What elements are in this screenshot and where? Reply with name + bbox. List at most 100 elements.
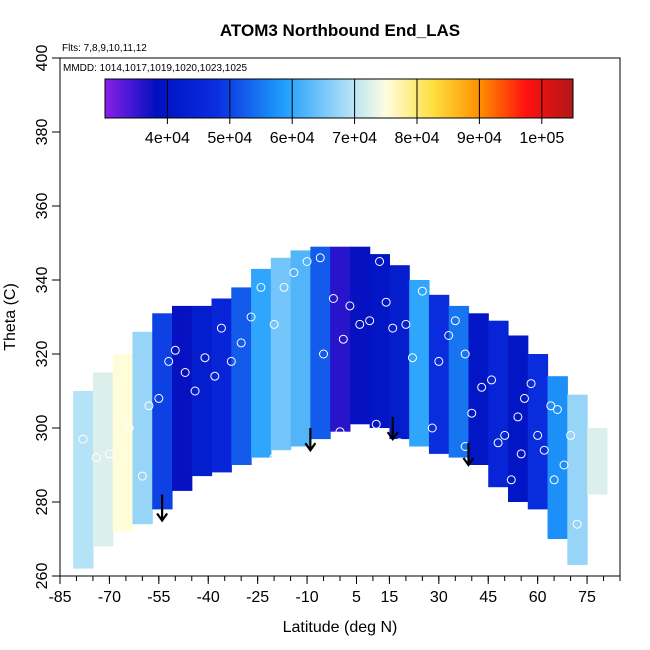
y-axis-label: Theta (C) <box>2 283 19 351</box>
observation-point <box>365 316 375 326</box>
observation-point <box>216 323 226 333</box>
chart-title: ATOM3 Northbound End_LAS <box>220 21 460 40</box>
colorbar-tick-label: 9e+04 <box>457 130 502 147</box>
tropopause-arrows <box>156 416 475 523</box>
observation-point <box>467 408 477 418</box>
observation-point <box>338 334 348 344</box>
observation-point <box>256 282 266 292</box>
x-tick-label: -25 <box>246 589 269 606</box>
observation-point <box>533 430 543 440</box>
observation-point <box>513 412 523 422</box>
x-tick-label: 75 <box>578 589 596 606</box>
x-tick-label: 5 <box>352 589 361 606</box>
colorbar-gradient <box>104 78 574 119</box>
observation-point <box>190 386 200 396</box>
observation-point <box>500 430 510 440</box>
observation-points <box>78 253 582 529</box>
observation-point <box>444 331 454 340</box>
observation-point <box>487 375 497 385</box>
field-cell <box>270 257 292 451</box>
observation-point <box>450 316 460 326</box>
observation-point <box>566 430 576 440</box>
tropopause-arrow <box>462 442 475 467</box>
flights-subtitle: Flts: 7,8,9,10,11,12 <box>62 43 147 54</box>
tropopause-arrow <box>156 494 169 523</box>
observation-point <box>519 393 529 403</box>
x-tick-label: -10 <box>295 589 318 606</box>
field-cell <box>409 280 430 447</box>
contour-field <box>73 246 608 569</box>
observation-point <box>335 427 345 437</box>
x-axis: -85 -70 -55 -40 -25 -10 5 15 30 45 60 75 <box>48 576 621 606</box>
observation-point <box>319 349 329 359</box>
observation-point <box>91 453 101 463</box>
field-cell <box>488 320 509 488</box>
field-cell <box>191 305 213 477</box>
field-cell <box>132 331 153 525</box>
field-cell <box>389 265 410 440</box>
x-tick-label: -85 <box>48 589 71 606</box>
observation-point <box>381 297 391 307</box>
field-cell <box>92 372 114 547</box>
field-cell <box>587 428 608 495</box>
observation-point <box>210 371 220 381</box>
observation-point <box>279 282 289 292</box>
observation-point <box>417 286 427 296</box>
colorbar-tick-label: 4e+04 <box>145 130 190 147</box>
tropopause-arrow <box>304 428 317 453</box>
y-tick-label: 260 <box>34 563 51 590</box>
observation-point <box>516 449 526 459</box>
colorbar-tick-label: 7e+04 <box>332 130 377 147</box>
observation-point <box>269 453 279 463</box>
x-tick-label: 30 <box>430 589 448 606</box>
dates-subtitle: MMDD: 1014,1017,1019,1020,1023,1025 <box>63 63 247 74</box>
field-cell <box>567 394 588 565</box>
observation-point <box>124 423 134 433</box>
field-cell <box>310 246 331 440</box>
observation-point <box>236 338 246 348</box>
observation-point <box>546 401 556 411</box>
x-axis-label: Latitude (deg N) <box>283 619 398 636</box>
observation-point <box>388 323 398 333</box>
observation-point <box>200 353 210 363</box>
observation-point <box>269 319 279 329</box>
x-tick-label: -40 <box>197 589 220 606</box>
observation-point <box>164 356 174 366</box>
field-cell <box>448 305 470 458</box>
observation-point <box>434 356 444 366</box>
observation-point <box>493 438 503 448</box>
observation-point <box>315 253 325 263</box>
field-cell <box>547 376 568 539</box>
observation-point <box>460 349 470 359</box>
observation-point <box>526 379 536 389</box>
field-cell <box>211 298 232 473</box>
colorbar: 4e+04 5e+04 6e+04 7e+04 8e+04 9e+04 1e+05 <box>104 78 574 147</box>
observation-point <box>506 475 516 485</box>
y-tick-label: 280 <box>34 489 51 516</box>
observation-point <box>559 460 569 470</box>
observation-point <box>477 382 487 392</box>
observation-point <box>180 368 190 377</box>
colorbar-tick-label: 1e+05 <box>519 130 564 147</box>
observation-point <box>401 319 411 329</box>
observation-point <box>226 356 236 366</box>
y-tick-label: 400 <box>34 45 51 72</box>
x-tick-label: -55 <box>147 589 170 606</box>
observation-point <box>170 345 180 355</box>
colorbar-tick-label: 6e+04 <box>270 130 315 147</box>
y-tick-label: 300 <box>34 415 51 442</box>
x-tick-label: -70 <box>98 589 121 606</box>
observation-point <box>78 434 88 444</box>
observation-point <box>371 419 381 429</box>
observation-point <box>427 423 437 433</box>
y-tick-label: 320 <box>34 341 51 368</box>
observation-point <box>375 257 385 266</box>
observation-point <box>328 294 338 303</box>
observation-point <box>154 393 164 403</box>
tropopause-arrow <box>386 416 399 441</box>
colorbar-tick-label: 5e+04 <box>207 130 252 147</box>
field-cell <box>330 246 351 432</box>
observation-point <box>289 268 299 278</box>
colorbar-tick-label: 8e+04 <box>395 130 440 147</box>
